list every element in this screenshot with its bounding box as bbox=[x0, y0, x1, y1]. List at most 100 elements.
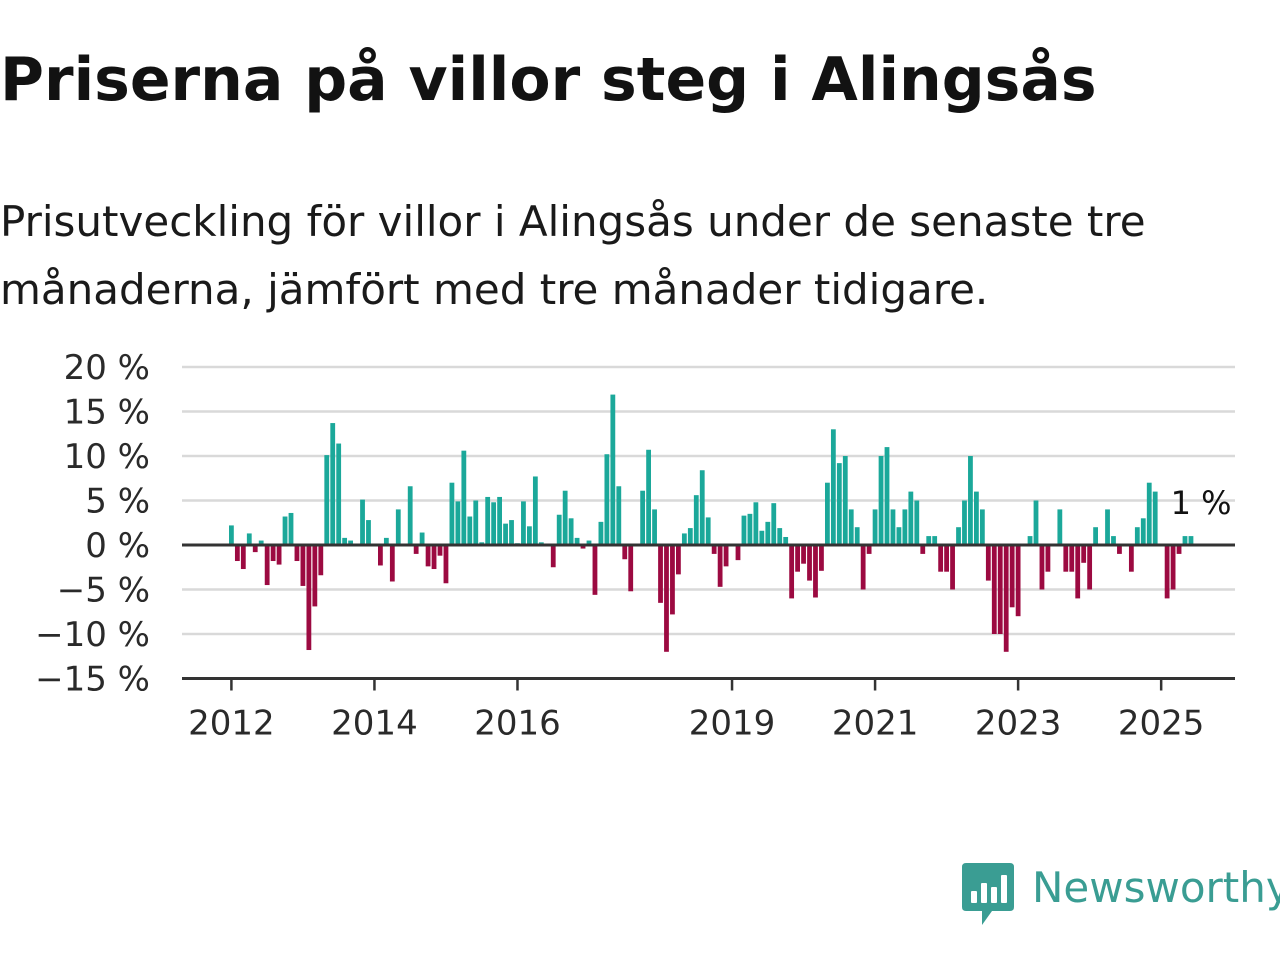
bar bbox=[491, 502, 497, 545]
bar bbox=[854, 527, 860, 545]
bar bbox=[801, 545, 806, 564]
bar bbox=[1039, 545, 1045, 590]
chart-title: Priserna på villor steg i Alingsås bbox=[0, 45, 1097, 115]
bar bbox=[1081, 545, 1087, 563]
bar bbox=[860, 545, 866, 590]
bar bbox=[979, 509, 985, 545]
bar bbox=[735, 545, 741, 561]
bar bbox=[652, 509, 657, 545]
bar bbox=[294, 545, 300, 562]
x-tick-label: 2025 bbox=[1118, 704, 1205, 744]
bar bbox=[956, 527, 961, 545]
bar bbox=[747, 513, 753, 545]
bar bbox=[485, 496, 491, 545]
bar bbox=[1087, 545, 1093, 590]
bar bbox=[455, 501, 461, 545]
x-tick-label: 2012 bbox=[188, 704, 275, 744]
bar bbox=[1117, 545, 1122, 554]
bar bbox=[896, 527, 902, 545]
bar bbox=[1003, 545, 1009, 652]
bar bbox=[246, 533, 252, 545]
bar bbox=[503, 523, 508, 545]
bar bbox=[1140, 518, 1146, 545]
bar bbox=[783, 536, 789, 545]
bar bbox=[920, 545, 926, 554]
bar bbox=[842, 456, 848, 545]
bar bbox=[759, 530, 765, 545]
bar bbox=[670, 545, 675, 615]
bar bbox=[717, 545, 723, 587]
bar bbox=[580, 545, 586, 549]
bar bbox=[1134, 527, 1140, 545]
y-tick-label: −5 % bbox=[57, 571, 150, 611]
bar bbox=[848, 509, 854, 545]
bar bbox=[944, 545, 949, 572]
bar bbox=[872, 509, 878, 545]
bar bbox=[497, 496, 502, 545]
bar bbox=[687, 528, 693, 545]
bar bbox=[550, 545, 556, 568]
bar bbox=[336, 443, 342, 545]
bar bbox=[991, 545, 997, 634]
bar bbox=[723, 545, 729, 567]
bar bbox=[825, 482, 830, 545]
bar bbox=[908, 491, 914, 545]
bar bbox=[646, 449, 651, 545]
bar bbox=[1093, 527, 1098, 545]
bar bbox=[813, 545, 818, 598]
bar bbox=[389, 545, 395, 582]
bar bbox=[711, 545, 717, 554]
bar bbox=[836, 463, 842, 545]
bar bbox=[258, 540, 264, 545]
bar bbox=[1105, 509, 1110, 545]
bar bbox=[622, 545, 628, 560]
bar bbox=[926, 536, 932, 545]
bar bbox=[360, 499, 365, 545]
y-tick-label: 0 % bbox=[85, 526, 150, 566]
bar bbox=[449, 482, 455, 545]
bar bbox=[1182, 536, 1188, 545]
bar bbox=[962, 500, 967, 545]
bar bbox=[521, 501, 526, 545]
x-tick-label: 2019 bbox=[689, 704, 776, 744]
bar bbox=[795, 545, 800, 572]
x-tick-label: 2023 bbox=[975, 704, 1062, 744]
bar bbox=[270, 545, 276, 562]
bar bbox=[383, 537, 389, 545]
bar bbox=[664, 545, 669, 652]
y-tick-label: −15 % bbox=[35, 660, 150, 700]
bar bbox=[658, 545, 663, 603]
bar bbox=[789, 545, 795, 599]
bar bbox=[467, 516, 473, 545]
bar bbox=[1146, 482, 1152, 545]
bar bbox=[819, 545, 824, 571]
bar bbox=[985, 545, 991, 581]
bar bbox=[562, 490, 568, 545]
bar bbox=[395, 509, 401, 545]
newsworthy-logo-icon bbox=[962, 863, 1014, 925]
bar bbox=[532, 476, 538, 545]
bar bbox=[902, 509, 908, 545]
bar bbox=[574, 537, 580, 545]
bar bbox=[252, 545, 258, 553]
bar bbox=[1170, 545, 1176, 590]
bar bbox=[1045, 545, 1051, 572]
bar bbox=[378, 545, 383, 566]
bar bbox=[556, 514, 562, 545]
y-axis-labels: 20 % 15 %10 % 5 %0 % −5 %−10 % −15 % bbox=[35, 348, 150, 700]
bars bbox=[229, 394, 1194, 652]
bar bbox=[431, 545, 437, 570]
bar bbox=[1009, 545, 1015, 608]
bar bbox=[342, 537, 348, 545]
bar bbox=[1075, 545, 1081, 599]
bar bbox=[640, 490, 646, 545]
bar bbox=[300, 545, 306, 586]
bar bbox=[473, 500, 479, 545]
bar bbox=[610, 394, 616, 545]
bar bbox=[1027, 536, 1033, 545]
bar bbox=[419, 532, 425, 545]
bar bbox=[616, 486, 622, 545]
bar bbox=[932, 536, 938, 545]
bar bbox=[884, 447, 890, 545]
bar bbox=[413, 545, 419, 554]
